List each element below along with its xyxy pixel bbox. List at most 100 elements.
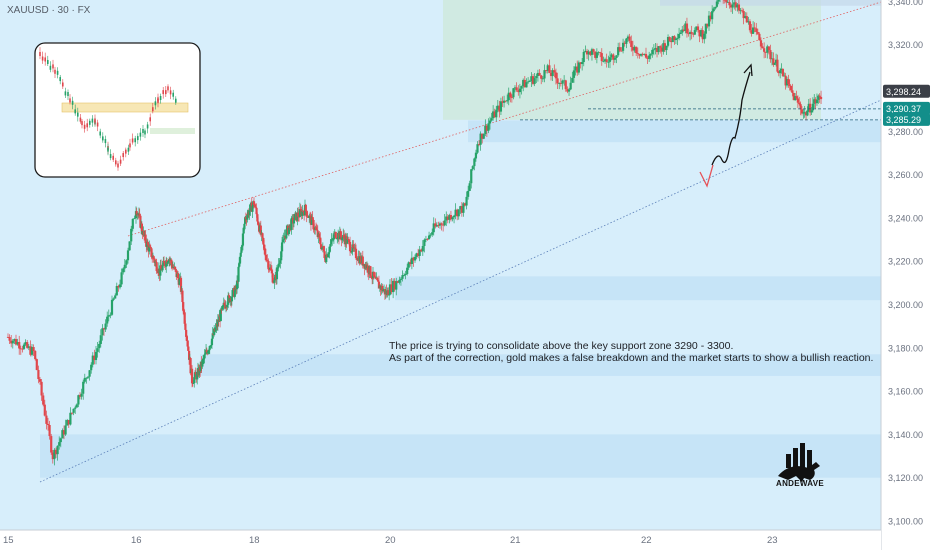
inset-candle-body — [165, 90, 167, 95]
candle-body — [128, 241, 131, 251]
candle-body — [210, 338, 214, 346]
candle-body — [471, 166, 474, 170]
candle-body — [641, 53, 644, 55]
candle-body — [698, 30, 701, 37]
candle-body — [501, 101, 504, 103]
candle-body — [112, 298, 115, 300]
inset-candle-body — [159, 96, 162, 101]
candle-body — [297, 216, 301, 218]
candle-body — [78, 395, 82, 397]
x-tick-label: 16 — [131, 535, 142, 546]
candle-body — [739, 10, 742, 12]
candle-body — [10, 340, 13, 344]
candle-body — [320, 244, 323, 250]
inset-candle-body — [104, 139, 107, 144]
candle-body — [302, 210, 305, 213]
candle-body — [482, 133, 485, 139]
candle-body — [161, 265, 164, 271]
candle-body — [646, 57, 649, 59]
candle-body — [438, 223, 442, 226]
candle-body — [589, 51, 592, 55]
candle-body — [659, 46, 662, 48]
candle-body — [110, 299, 114, 315]
candle-body — [687, 33, 690, 35]
candle-body — [292, 220, 296, 224]
candle-body — [268, 269, 271, 271]
candle-body — [220, 309, 223, 311]
inset-candle-body — [115, 160, 117, 165]
candle-body — [393, 280, 396, 290]
candle-body — [322, 246, 325, 252]
inset-candle-body — [149, 117, 151, 122]
candle-body — [417, 253, 420, 256]
candle-body — [82, 381, 85, 394]
candle-body — [712, 8, 715, 12]
support-zone — [200, 354, 881, 376]
candle-body — [613, 57, 616, 60]
candle-body — [523, 79, 526, 88]
candle-body — [173, 266, 177, 270]
candle-body — [117, 285, 120, 288]
candle-body — [442, 224, 445, 226]
candle-body — [203, 354, 206, 359]
candle-body — [484, 125, 487, 134]
price-label-box — [883, 112, 930, 126]
candle-body — [241, 245, 244, 247]
candle-body — [278, 262, 281, 264]
candle-body — [326, 254, 330, 258]
candle-body — [633, 46, 636, 51]
candle-body — [186, 340, 189, 347]
candle-body — [230, 296, 233, 302]
candle-body — [707, 15, 711, 27]
candle-body — [48, 425, 51, 437]
inset-candle-body — [146, 124, 149, 129]
candle-body — [798, 102, 801, 105]
candle-body — [467, 190, 470, 197]
candle-body — [109, 314, 112, 316]
candle-body — [715, 1, 718, 7]
candle-body — [752, 27, 755, 34]
candle-body — [244, 217, 247, 224]
candle-body — [248, 210, 251, 216]
price-label-text: 3,290.37 — [886, 104, 921, 114]
candle-body — [451, 217, 454, 220]
candle-body — [192, 383, 195, 384]
candle-body — [350, 251, 353, 253]
x-tick-label: 22 — [641, 535, 652, 546]
candle-body — [490, 118, 493, 121]
candle-body — [298, 209, 301, 217]
inset-candle-body — [81, 121, 83, 126]
candle-body — [621, 42, 625, 51]
candle-body — [62, 430, 66, 435]
candle-body — [733, 2, 736, 5]
candle-body — [42, 395, 45, 405]
candle-body — [91, 355, 94, 365]
candle-body — [98, 343, 101, 349]
inset-candle-body — [127, 147, 130, 152]
candle-body — [43, 404, 46, 416]
inset-candle-body — [71, 100, 74, 105]
candle-body — [146, 241, 149, 245]
candle-body — [639, 53, 643, 56]
support-zone — [468, 120, 881, 143]
candle-body — [515, 87, 518, 91]
candle-body — [668, 36, 671, 41]
candle-body — [61, 430, 64, 439]
inset-candle-body — [169, 90, 172, 95]
candle-body — [402, 275, 406, 276]
candle-body — [520, 86, 523, 89]
candle-body — [804, 112, 808, 116]
candle-body — [198, 366, 201, 376]
candle-body — [446, 216, 449, 220]
candle-body — [725, 0, 728, 3]
candle-body — [584, 50, 587, 52]
candle-body — [202, 358, 205, 360]
inset-candle-body — [139, 132, 142, 137]
candle-body — [377, 280, 380, 282]
candle-body — [443, 220, 446, 226]
candle-body — [125, 260, 128, 265]
candle-body — [470, 169, 473, 184]
candle-body — [224, 304, 227, 308]
candle-body — [496, 105, 499, 110]
